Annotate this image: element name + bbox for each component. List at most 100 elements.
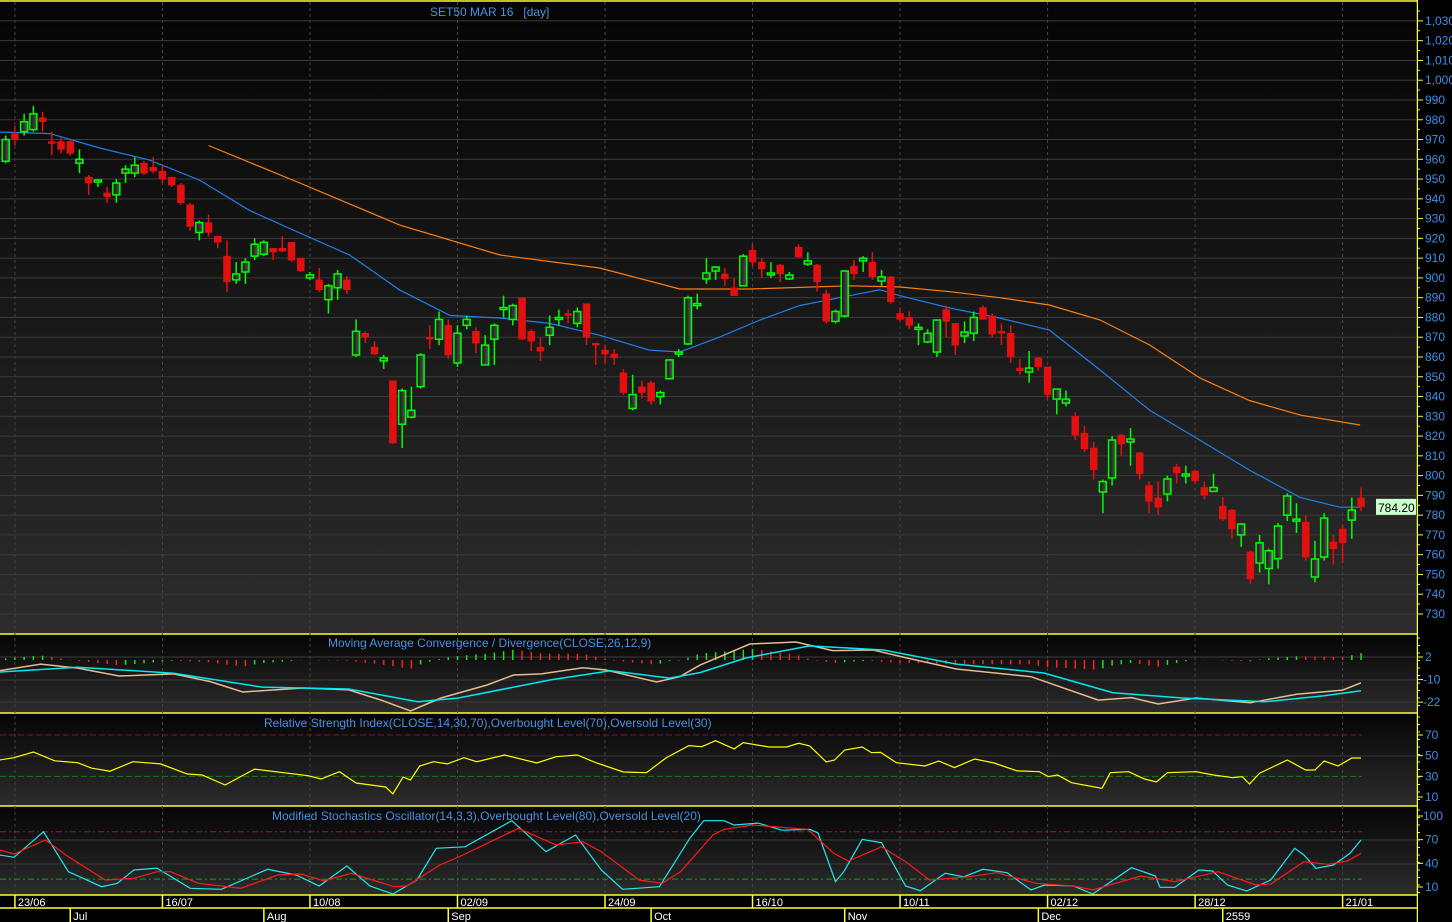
- candle-body-down: [951, 323, 960, 346]
- candle-body-down: [361, 333, 370, 338]
- y-axis-tick-label: 100: [1423, 809, 1443, 823]
- candle-body-down: [370, 346, 379, 355]
- candle-body-down: [896, 313, 904, 320]
- y-axis-tick-label: 1,000: [1425, 73, 1452, 87]
- panel-background: [0, 2, 1417, 634]
- candle-body-up: [914, 326, 923, 331]
- candle-body-down: [850, 265, 858, 275]
- y-axis-tick-label: 750: [1425, 567, 1445, 581]
- y-axis-tick-label: 860: [1425, 350, 1445, 364]
- y-axis-tick-label: 840: [1425, 390, 1445, 404]
- candle-body-down: [1338, 528, 1347, 544]
- y-axis-tick-label: 740: [1425, 587, 1445, 601]
- candle-body-down: [619, 372, 628, 393]
- candle-body-up: [1319, 517, 1329, 558]
- y-axis-tick-label: 770: [1425, 528, 1445, 542]
- candle-body-up: [29, 113, 38, 131]
- y-axis-tick-label: 890: [1425, 291, 1445, 305]
- candle-body-down: [214, 236, 222, 243]
- month-axis-label: Aug: [267, 911, 287, 922]
- candle-body-down: [536, 346, 545, 352]
- candle-body-up: [628, 393, 637, 410]
- candle-body-up: [1181, 473, 1191, 477]
- candle-body-up: [665, 359, 674, 380]
- candle-body-up: [379, 357, 388, 362]
- candle-body-down: [1301, 521, 1310, 558]
- date-axis-label: 10/11: [903, 897, 930, 909]
- candle-body-up: [1209, 486, 1218, 493]
- candle-body-up: [1283, 495, 1292, 516]
- candle-body-down: [1145, 485, 1153, 502]
- y-axis-tick-label: 920: [1425, 231, 1445, 245]
- y-axis-tick-label: 980: [1425, 113, 1445, 127]
- candle-body-up: [573, 310, 582, 325]
- candle-body-down: [57, 141, 65, 150]
- candle-body-down: [167, 176, 176, 186]
- candle-body-down: [269, 248, 277, 253]
- candle-body-down: [757, 261, 766, 270]
- panel-background: [0, 634, 1417, 713]
- macd-signal-line: [0, 645, 1362, 703]
- candle-body-up: [407, 409, 416, 418]
- candle-body-up: [490, 324, 499, 340]
- moving-average-line: [0, 131, 1361, 508]
- candle-body-up: [333, 273, 342, 289]
- candle-body-up: [1052, 388, 1062, 400]
- candle-body-up: [1126, 438, 1135, 443]
- candle-body-down: [905, 317, 914, 326]
- candle-body-up: [683, 296, 693, 345]
- candle-body-down: [1200, 487, 1209, 496]
- y-axis-tick-label: 830: [1425, 409, 1445, 423]
- candle-body-up: [702, 272, 711, 280]
- candle-body-down: [1071, 416, 1079, 436]
- y-axis-tick-label: 70: [1425, 833, 1439, 847]
- candle-body-up: [453, 332, 462, 364]
- candle-body-down: [140, 162, 148, 174]
- candle-body-up: [932, 319, 942, 353]
- candle-body-down: [84, 176, 93, 184]
- date-axis-label: 23/06: [18, 897, 46, 909]
- candle-body-down: [472, 331, 480, 344]
- candle-body-up: [121, 168, 130, 174]
- candle-body-down: [149, 166, 157, 172]
- y-axis-tick-label: 940: [1425, 192, 1445, 206]
- candle-body-down: [1357, 497, 1365, 508]
- candle-body-up: [434, 318, 444, 340]
- candle-body-down: [1043, 366, 1052, 395]
- candle-body-up: [499, 306, 508, 311]
- candle-body-down: [1117, 434, 1126, 445]
- candle-body-up: [840, 270, 849, 317]
- candle-body-down: [186, 204, 194, 227]
- candle-body-up: [831, 310, 840, 323]
- candle-body-down: [997, 331, 1006, 334]
- y-axis-tick-label: 30: [1425, 769, 1439, 783]
- candle-body-up: [130, 164, 140, 174]
- y-axis-tick-label: 780: [1425, 508, 1445, 522]
- last-price-badge: [1376, 498, 1416, 515]
- candle-body-down: [296, 257, 305, 272]
- y-axis-tick-label: -22: [1423, 695, 1441, 709]
- month-axis-label: 2559: [1226, 911, 1250, 922]
- candle-body-up: [250, 243, 259, 257]
- y-axis-tick-label: 810: [1425, 449, 1445, 463]
- candle-body-down: [527, 331, 535, 342]
- month-axis-label: Jul: [73, 911, 87, 922]
- candle-body-down: [1006, 333, 1015, 358]
- y-axis-tick-label: -10: [1423, 673, 1441, 687]
- y-axis-background: [1418, 0, 1452, 922]
- stochastic-d-line: [0, 824, 1362, 891]
- candle-body-down: [942, 309, 950, 322]
- date-axis-label: 02/09: [460, 897, 488, 909]
- candle-body-down: [1154, 497, 1162, 508]
- candle-body-down: [1172, 466, 1181, 474]
- candle-body-down: [518, 297, 526, 340]
- y-axis-tick-label: 2: [1425, 650, 1432, 664]
- candle-body-down: [776, 264, 784, 275]
- candle-body-down: [582, 303, 591, 338]
- candle-body-up: [1310, 558, 1320, 578]
- month-axis-label: Dec: [1041, 911, 1061, 922]
- y-axis-tick-label: 900: [1425, 271, 1445, 285]
- candle-body-up: [766, 272, 776, 276]
- y-axis-tick-label: 40: [1425, 856, 1439, 870]
- y-axis-tick-label: 790: [1425, 488, 1445, 502]
